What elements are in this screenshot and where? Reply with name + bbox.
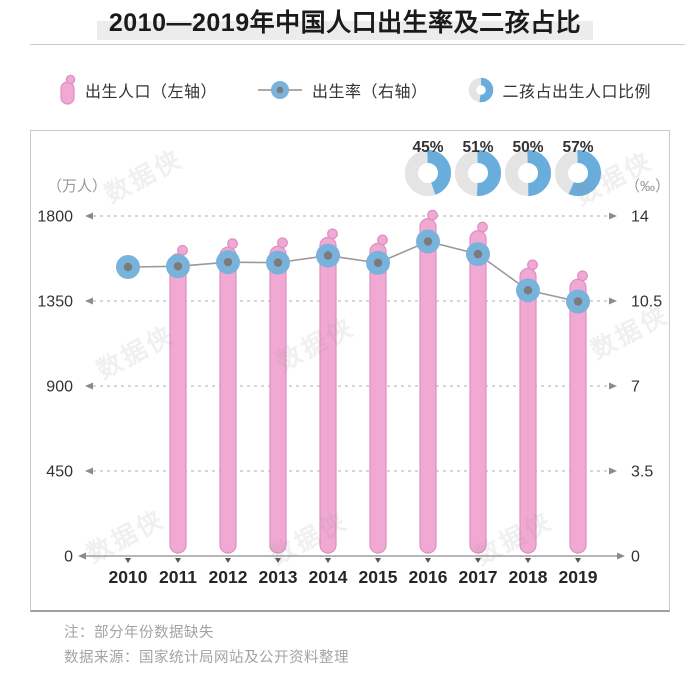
second-child-donut-value <box>505 150 551 196</box>
second-child-pct-label: 45% <box>412 139 443 156</box>
note-missing-data: 注：部分年份数据缺失 <box>64 625 214 641</box>
second-child-donut-value <box>455 150 501 196</box>
year-label: 2014 <box>309 567 348 587</box>
year-label: 2015 <box>359 567 398 587</box>
birth-population-bar <box>269 245 287 554</box>
x-axis-arrow-right <box>617 552 625 560</box>
note-source: 数据来源：国家统计局网站及公开资料整理 <box>64 650 349 666</box>
legend-item-birth-rate: 出生率（右轴） <box>257 78 428 102</box>
baby-hair-curl <box>327 228 338 240</box>
second-child-donut-value <box>405 150 451 196</box>
legend-label-birth-population: 出生人口（左轴） <box>85 84 218 101</box>
birth-rate-dot-core <box>523 286 533 295</box>
left-axis-tick-label: 0 <box>64 549 73 566</box>
x-axis-arrow-left <box>78 552 86 560</box>
right-axis-tick-label: 7 <box>631 379 640 396</box>
gridline-arrow-right <box>609 382 617 390</box>
title-divider <box>30 44 685 45</box>
title-row: 2010—2019年中国人口出生率及二孩占比 <box>0 6 690 40</box>
x-axis-tick <box>275 558 281 563</box>
x-axis-tick <box>125 558 131 563</box>
birth-rate-dot-core <box>223 257 233 267</box>
legend-item-second-child-ratio: 二孩占出生人口比例 <box>468 77 652 103</box>
birth-rate-line <box>127 240 579 303</box>
baby-hair-curl <box>577 270 588 282</box>
birth-population-bar <box>319 236 337 554</box>
baby-hair-curl <box>277 237 288 249</box>
x-axis-tick <box>425 558 431 563</box>
second-child-donut-value <box>555 150 601 196</box>
birth-population-bar <box>419 218 437 554</box>
birth-rate-chart-canvas: 1800 14 1350 10.5 900 7 450 3.5 0 0 （万人） （‰） 2010 201… <box>37 139 669 587</box>
year-label: 2012 <box>209 567 248 587</box>
legend-label-birth-rate: 出生率（右轴） <box>312 84 428 101</box>
x-axis-tick <box>325 558 331 563</box>
gridline-arrow-left <box>85 297 93 305</box>
gridline-arrow-left <box>85 382 93 390</box>
birth-population-bar <box>569 278 587 554</box>
page-title: 2010—2019年中国人口出生率及二孩占比 <box>96 6 594 40</box>
right-axis-tick-label: 3.5 <box>631 464 653 481</box>
left-axis-tick-label: 900 <box>46 379 73 396</box>
birth-rate-dot-core <box>173 262 183 271</box>
birth-rate-dot-core <box>473 249 483 259</box>
birth-rate-dot-core <box>423 237 433 246</box>
right-axis-tick-label: 10.5 <box>631 294 662 311</box>
baby-hair-curl <box>377 234 388 246</box>
x-axis-tick <box>225 558 231 563</box>
legend-item-birth-population: 出生人口（左轴） <box>58 74 217 106</box>
baby-hair-curl <box>177 244 188 256</box>
x-axis-tick <box>575 558 581 563</box>
second-child-pct-label: 57% <box>562 139 593 156</box>
gridline-arrow-left <box>85 212 93 220</box>
baby-hair-curl <box>527 259 538 271</box>
legend: 出生人口（左轴） 出生率（右轴） 二孩占出生人口比例 <box>58 70 651 110</box>
gridline-arrow-left <box>85 467 93 475</box>
baby-hair-curl <box>227 238 238 250</box>
birth-rate-dot-core <box>573 297 583 306</box>
year-label: 2016 <box>409 567 448 587</box>
year-label: 2013 <box>259 567 298 587</box>
x-axis-tick <box>375 558 381 563</box>
gridline-arrow-right <box>609 467 617 475</box>
left-axis-tick-label: 1350 <box>37 294 73 311</box>
left-axis-tick-label: 450 <box>46 464 73 481</box>
year-label: 2018 <box>509 567 548 587</box>
left-axis-tick-label: 1800 <box>37 209 73 226</box>
legend-label-second-child-ratio: 二孩占出生人口比例 <box>502 84 652 101</box>
second-child-pct-label: 51% <box>462 139 493 156</box>
baby-hair-curl <box>477 221 488 233</box>
baby-bar-icon <box>58 74 76 106</box>
chart-area: 数据侠 数据侠 数据侠 数据侠 数据侠 数据侠 数据侠 数据侠 1800 14 13… <box>30 130 674 612</box>
year-label: 2011 <box>159 567 197 587</box>
gridline-arrow-right <box>609 297 617 305</box>
birth-population-bar <box>219 246 237 554</box>
x-axis-tick <box>525 558 531 563</box>
right-axis-tick-label: 14 <box>631 209 649 226</box>
birth-rate-dot-core <box>123 262 133 272</box>
birth-population-bar <box>369 242 387 554</box>
left-axis-unit-label: （万人） <box>47 178 107 195</box>
gridline-arrow-right <box>609 212 617 220</box>
birth-population-bar <box>519 267 537 554</box>
birth-population-bar <box>469 229 487 554</box>
footnotes: 注：部分年份数据缺失 数据来源：国家统计局网站及公开资料整理 <box>64 621 349 671</box>
donut-icon <box>468 77 494 103</box>
second-child-pct-label: 50% <box>512 139 543 156</box>
title-block: 2010—2019年中国人口出生率及二孩占比 <box>0 6 690 40</box>
birth-rate-dot-core <box>373 258 383 268</box>
line-dot-icon <box>257 78 303 102</box>
year-label: 2017 <box>459 567 498 587</box>
birth-rate-dot-core <box>323 251 333 260</box>
birth-rate-dot-core <box>273 258 283 267</box>
right-axis-unit-label: （‰） <box>625 178 669 195</box>
right-axis-tick-label: 0 <box>631 549 640 566</box>
baby-hair-curl <box>427 209 438 221</box>
year-label: 2019 <box>559 567 598 587</box>
birth-population-bar <box>169 253 187 554</box>
x-axis-tick <box>175 558 181 563</box>
year-label: 2010 <box>109 567 148 587</box>
x-axis-tick <box>475 558 481 563</box>
